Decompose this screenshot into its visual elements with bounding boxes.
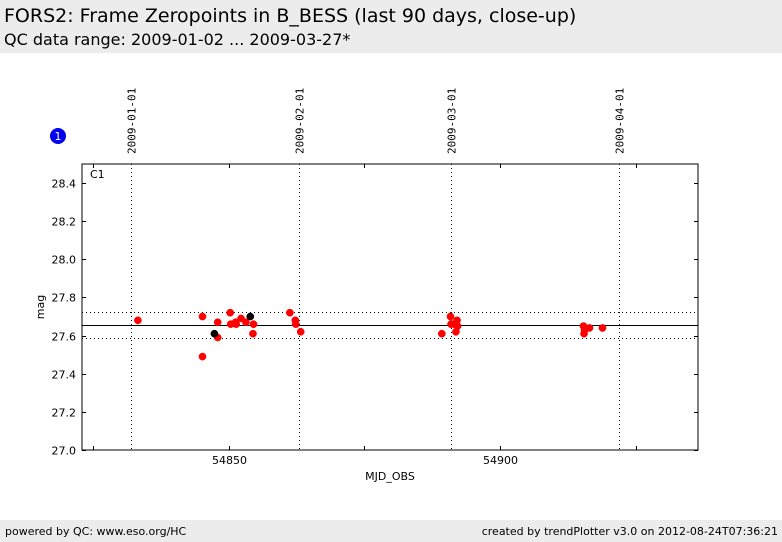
data-point bbox=[213, 318, 222, 327]
footer-bar: powered by QC: www.eso.org/HC created by… bbox=[0, 520, 782, 542]
plot-frame bbox=[81, 163, 699, 451]
date-marker-label: 2009-03-01 bbox=[446, 88, 459, 154]
data-point bbox=[198, 352, 207, 361]
footer-created-by: created by trendPlotter v3.0 on 2012-08-… bbox=[481, 525, 778, 538]
page-subtitle: QC data range: 2009-01-02 ... 2009-03-27… bbox=[4, 30, 351, 49]
data-point bbox=[242, 318, 250, 327]
data-point-alt bbox=[246, 312, 255, 321]
y-tick-label: 27.0 bbox=[52, 445, 77, 458]
date-marker-label: 2009-02-01 bbox=[294, 88, 307, 154]
data-point bbox=[296, 327, 305, 336]
y-tick-label: 27.6 bbox=[52, 331, 77, 344]
data-point bbox=[232, 320, 240, 329]
data-point bbox=[446, 312, 455, 321]
header-bar: FORS2: Frame Zeropoints in B_BESS (last … bbox=[0, 0, 782, 53]
data-point bbox=[598, 324, 607, 332]
badge-circle bbox=[50, 128, 66, 144]
x-tick-label: 54900 bbox=[483, 454, 518, 467]
y-tick-label: 28.0 bbox=[52, 254, 77, 267]
date-marker-label: 2009-04-01 bbox=[614, 88, 627, 154]
data-point bbox=[249, 320, 258, 329]
data-point bbox=[198, 312, 207, 321]
x-axis-label: MJD_OBS bbox=[365, 470, 415, 483]
y-axis-label: mag bbox=[34, 295, 47, 319]
data-point bbox=[226, 308, 235, 317]
y-tick-label: 28.4 bbox=[52, 178, 77, 191]
badge-label: 1 bbox=[55, 130, 62, 143]
data-point bbox=[134, 316, 142, 325]
data-point bbox=[585, 324, 594, 332]
data-point-alt bbox=[210, 329, 219, 338]
y-tick-label: 27.2 bbox=[52, 407, 77, 420]
panel-label: C1 bbox=[90, 168, 105, 181]
page-title: FORS2: Frame Zeropoints in B_BESS (last … bbox=[4, 5, 577, 27]
y-tick-label: 27.8 bbox=[52, 292, 77, 305]
footer-powered-by: powered by QC: www.eso.org/HC bbox=[5, 525, 187, 538]
y-tick-label: 27.4 bbox=[52, 369, 77, 382]
data-point bbox=[291, 320, 300, 329]
data-point bbox=[286, 308, 294, 317]
date-marker-label: 2009-01-01 bbox=[126, 88, 139, 154]
y-tick-label: 28.2 bbox=[52, 216, 77, 229]
data-point bbox=[249, 329, 257, 338]
data-point bbox=[453, 322, 462, 330]
data-point bbox=[437, 329, 446, 338]
x-tick-label: 54850 bbox=[212, 454, 247, 467]
